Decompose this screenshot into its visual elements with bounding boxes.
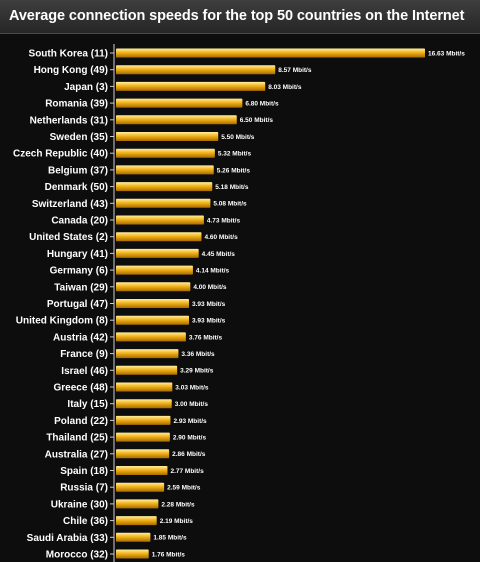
tick-label: United States (2) xyxy=(29,232,108,243)
data-label: 3.03 Mbit/s xyxy=(175,384,209,391)
data-label: 2.90 Mbit/s xyxy=(173,435,207,442)
tick-label: Austria (42) xyxy=(53,332,108,343)
data-label: 3.76 Mbit/s xyxy=(189,334,223,341)
tick-label: Sweden (35) xyxy=(50,132,108,143)
bar xyxy=(116,315,190,325)
bar xyxy=(116,432,170,442)
data-label: 4.14 Mbit/s xyxy=(196,268,230,275)
bar xyxy=(116,98,243,108)
bar xyxy=(116,165,214,175)
tick-label: Taiwan (29) xyxy=(54,282,108,293)
data-label: 5.50 Mbit/s xyxy=(221,134,255,141)
bar xyxy=(116,265,193,275)
data-label: 4.60 Mbit/s xyxy=(204,234,238,241)
data-label: 5.26 Mbit/s xyxy=(217,167,251,174)
tick-label: Greece (48) xyxy=(54,383,108,394)
tick-label: Spain (18) xyxy=(60,466,108,477)
data-label: 8.03 Mbit/s xyxy=(268,84,302,91)
tick-label: Netherlands (31) xyxy=(30,115,108,126)
chart-title: Average connection speeds for the top 50… xyxy=(0,0,480,34)
bar xyxy=(116,382,173,392)
bar xyxy=(116,499,159,509)
tick-label: Romania (39) xyxy=(45,99,108,110)
tick-label: Canada (20) xyxy=(51,216,108,227)
bar xyxy=(116,65,276,75)
bar xyxy=(116,449,170,459)
bar xyxy=(116,282,191,292)
bar xyxy=(116,115,237,125)
bar xyxy=(116,549,149,559)
tick-label: South Korea (11) xyxy=(29,49,108,60)
tick-label: Czech Republic (40) xyxy=(13,149,108,160)
bar xyxy=(116,482,165,492)
data-label: 16.63 Mbit/s xyxy=(428,50,465,57)
tick-label: Switzerland (43) xyxy=(32,199,108,210)
tick-label: Russia (7) xyxy=(60,483,108,494)
data-label: 2.77 Mbit/s xyxy=(170,468,204,475)
data-label: 1.85 Mbit/s xyxy=(153,535,187,542)
tick-label: United Kingdom (8) xyxy=(16,316,108,327)
data-label: 4.45 Mbit/s xyxy=(202,251,236,258)
tick-label: Belgium (37) xyxy=(48,165,108,176)
bar xyxy=(116,516,157,526)
tick-label: Australia (27) xyxy=(45,449,108,460)
bar xyxy=(116,415,171,425)
tick-label: Morocco (32) xyxy=(46,550,108,561)
tick-label: Denmark (50) xyxy=(45,182,108,193)
bar xyxy=(116,399,172,409)
data-label: 3.00 Mbit/s xyxy=(175,401,209,408)
data-label: 6.50 Mbit/s xyxy=(240,117,274,124)
data-label: 3.29 Mbit/s xyxy=(180,368,214,375)
tick-label: Saudi Arabia (33) xyxy=(27,533,108,544)
bar xyxy=(116,466,168,475)
bar xyxy=(116,248,199,258)
bar xyxy=(116,232,202,242)
data-label: 3.36 Mbit/s xyxy=(181,351,215,358)
tick-label: Germany (6) xyxy=(50,266,108,277)
tick-label: Poland (22) xyxy=(54,416,108,427)
data-label: 5.18 Mbit/s xyxy=(215,184,249,191)
data-label: 2.19 Mbit/s xyxy=(160,518,194,525)
bar xyxy=(116,148,215,158)
data-label: 2.28 Mbit/s xyxy=(161,501,195,508)
tick-label: Japan (3) xyxy=(64,82,108,93)
data-label: 4.73 Mbit/s xyxy=(207,217,241,224)
tick-label: Portugal (47) xyxy=(47,299,108,310)
data-label: 1.76 Mbit/s xyxy=(152,551,186,558)
data-label: 2.93 Mbit/s xyxy=(173,418,207,425)
data-label: 5.32 Mbit/s xyxy=(218,151,252,158)
tick-label: Chile (36) xyxy=(63,516,108,527)
bar xyxy=(116,215,204,225)
data-label: 4.00 Mbit/s xyxy=(193,284,227,291)
data-label: 3.93 Mbit/s xyxy=(192,301,226,308)
bar xyxy=(116,532,151,542)
tick-label: Hong Kong (49) xyxy=(34,65,108,76)
tick-label: Israel (46) xyxy=(61,366,108,377)
bar xyxy=(116,182,213,192)
bar xyxy=(116,299,190,308)
data-label: 8.57 Mbit/s xyxy=(278,67,312,74)
data-label: 3.93 Mbit/s xyxy=(192,318,226,325)
bar xyxy=(116,365,178,375)
bar xyxy=(116,132,219,141)
bar xyxy=(116,349,179,359)
bar xyxy=(116,48,425,58)
bar xyxy=(116,332,186,342)
data-label: 6.80 Mbit/s xyxy=(245,101,279,108)
tick-label: Thailand (25) xyxy=(46,433,108,444)
tick-label: France (9) xyxy=(60,349,108,360)
data-label: 2.59 Mbit/s xyxy=(167,485,201,492)
bar xyxy=(116,198,211,208)
tick-label: Ukraine (30) xyxy=(51,499,108,510)
data-label: 2.86 Mbit/s xyxy=(172,451,206,458)
tick-label: Italy (15) xyxy=(67,399,108,410)
data-label: 5.08 Mbit/s xyxy=(213,201,247,208)
tick-label: Hungary (41) xyxy=(47,249,108,260)
bar xyxy=(116,81,266,91)
